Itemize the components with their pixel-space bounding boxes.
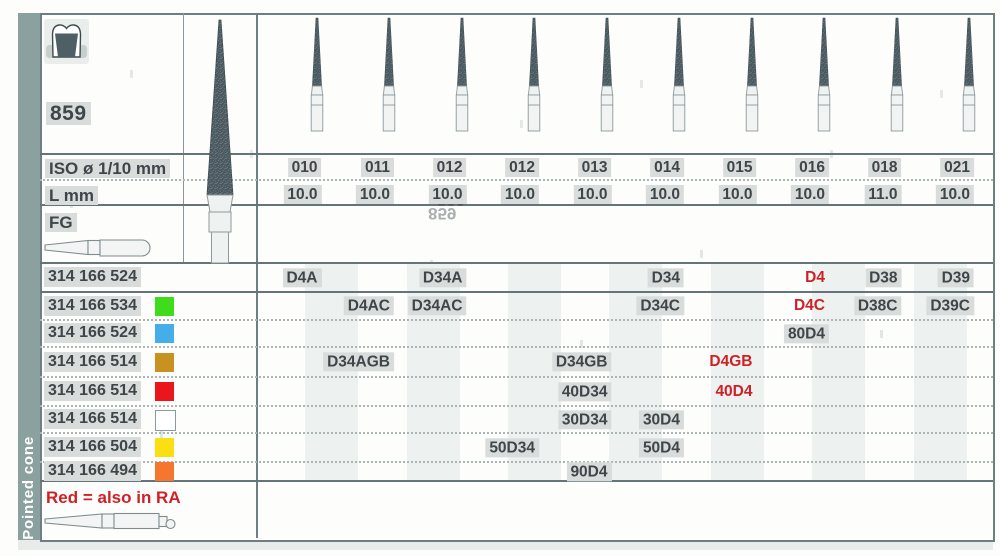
length-row-label: L mm xyxy=(45,186,99,205)
product-cell: D39C xyxy=(926,296,974,316)
grid-line-dotted xyxy=(40,319,993,321)
iso-value: 015 xyxy=(722,158,757,178)
bur-image xyxy=(956,17,982,138)
column-stripe xyxy=(711,263,764,481)
grid-line xyxy=(40,204,993,206)
bur-image xyxy=(884,17,910,138)
product-cell: 40D34 xyxy=(557,381,612,402)
product-cell: D38 xyxy=(865,267,902,288)
page-bottom-strip xyxy=(18,540,993,550)
product-cell: D34AC xyxy=(407,296,467,316)
column-divider xyxy=(256,13,258,538)
l-value: 10.0 xyxy=(355,185,394,205)
product-cell: D34AGB xyxy=(323,352,394,372)
iso-value: 012 xyxy=(505,158,539,178)
product-cell: 80D4 xyxy=(783,323,829,344)
bur-image xyxy=(594,17,620,138)
color-swatch xyxy=(155,462,174,481)
product-cell: 40D4 xyxy=(715,382,753,400)
iso-value: 011 xyxy=(360,158,394,178)
iso-value: 014 xyxy=(650,158,684,178)
color-swatch xyxy=(155,382,174,401)
grid-line-dotted xyxy=(40,346,993,348)
l-value: 10.0 xyxy=(645,185,684,205)
bur-image xyxy=(521,17,547,138)
iso-value: 018 xyxy=(867,158,902,178)
l-value: 10.0 xyxy=(718,185,757,205)
fg-shank-icon xyxy=(44,237,156,264)
tooth-icon xyxy=(44,19,89,69)
product-cell: 30D34 xyxy=(557,409,612,430)
color-swatch xyxy=(155,410,176,431)
product-cell: 90D4 xyxy=(566,461,612,482)
l-value: 10.0 xyxy=(573,185,612,205)
product-cell: D34C xyxy=(636,296,684,316)
grid-line-dotted xyxy=(40,405,993,407)
bur-image xyxy=(739,17,765,138)
iso-value: 016 xyxy=(795,158,829,178)
grid-line-dotted xyxy=(40,461,993,463)
big-bur-image xyxy=(200,17,240,270)
color-swatch xyxy=(155,324,174,343)
product-cell: D4C xyxy=(793,297,825,314)
iso-value: 013 xyxy=(577,158,612,178)
l-value: 10.0 xyxy=(935,185,974,205)
product-cell: D4 xyxy=(805,268,825,286)
color-swatch xyxy=(155,296,174,316)
product-cell: 50D4 xyxy=(638,437,684,458)
product-code: 314 166 494 xyxy=(44,461,141,481)
sidebar: Pointed cone xyxy=(18,13,40,546)
product-code: 314 166 524 xyxy=(44,267,141,287)
grid-line xyxy=(40,262,993,264)
grid-line-dotted xyxy=(40,179,993,181)
color-swatch xyxy=(155,352,174,372)
grid-line-dotted xyxy=(40,432,993,434)
product-cell: D4A xyxy=(282,267,322,288)
ghost-product-number-flipped: 859 xyxy=(428,204,457,223)
shank-type-label: FG xyxy=(45,213,77,232)
category-label: Pointed cone xyxy=(20,436,37,540)
product-cell: D34A xyxy=(418,267,467,288)
header-divider xyxy=(183,13,184,263)
product-cell: D4GB xyxy=(709,353,753,370)
bur-image xyxy=(304,17,330,138)
iso-row-label: ISO ø 1/10 mm xyxy=(45,159,171,178)
l-value: 10.0 xyxy=(790,185,829,205)
product-cell: D38C xyxy=(853,296,902,316)
color-swatch xyxy=(155,438,174,457)
bur-image xyxy=(376,17,402,138)
ra-shank-icon xyxy=(44,510,178,539)
table-frame xyxy=(40,13,995,542)
l-value: 10.0 xyxy=(500,185,539,205)
product-cell: D34 xyxy=(647,267,684,288)
product-number: 859 xyxy=(46,102,91,125)
product-code: 314 166 504 xyxy=(44,437,141,457)
iso-value: 012 xyxy=(432,158,467,178)
l-value: 10.0 xyxy=(283,185,322,205)
bur-image xyxy=(666,17,692,138)
l-value: 11.0 xyxy=(864,185,902,205)
product-cell: D4AC xyxy=(343,296,394,316)
product-code: 314 166 514 xyxy=(44,381,141,401)
product-cell: 30D4 xyxy=(638,409,684,430)
bur-image xyxy=(449,17,475,138)
iso-value: 010 xyxy=(287,158,322,178)
grid-line-dotted xyxy=(40,376,993,378)
product-code: 314 166 524 xyxy=(44,323,141,343)
product-cell: D34GB xyxy=(551,352,612,372)
iso-value: 021 xyxy=(940,158,974,178)
bur-image xyxy=(811,17,837,138)
grid-line xyxy=(40,153,993,155)
l-value: 10.0 xyxy=(428,185,467,205)
product-code: 314 166 514 xyxy=(44,409,141,429)
product-code: 314 166 534 xyxy=(44,295,141,316)
product-code: 314 166 514 xyxy=(44,351,141,372)
grid-line xyxy=(40,480,993,482)
product-cell: 50D34 xyxy=(485,437,539,458)
product-cell: D39 xyxy=(937,267,974,288)
red-note: Red = also in RA xyxy=(46,488,181,507)
grid-line xyxy=(40,291,993,293)
